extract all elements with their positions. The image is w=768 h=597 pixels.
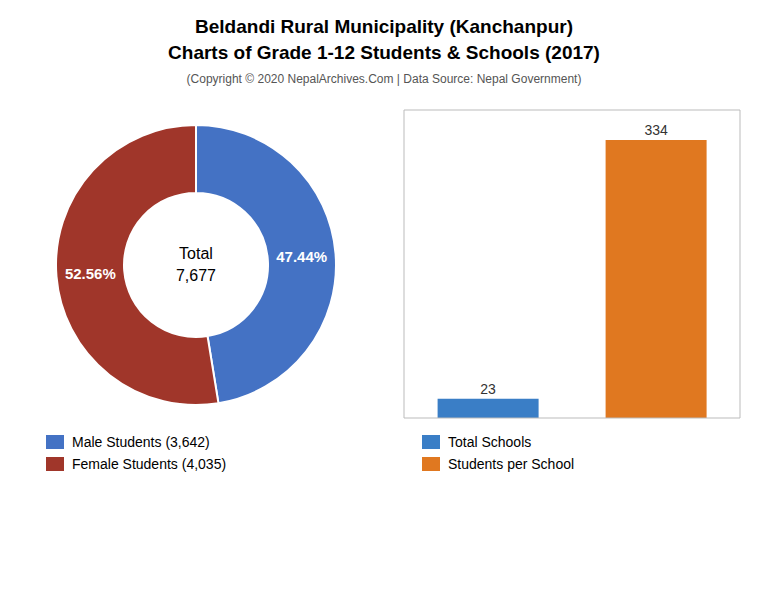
- html-text:7,677: 7,677: [176, 267, 216, 284]
- html-text:Female Students (4,035): Female Students (4,035): [72, 456, 227, 472]
- html-text:Male Students (3,642): Male Students (3,642): [72, 434, 210, 450]
- svg-text:23: 23: [480, 381, 496, 397]
- html-text:Total Schools: Total Schools: [448, 434, 532, 450]
- html-text:Beldandi Rural Municipality (K: Beldandi Rural Municipality (Kanchanpur): [195, 16, 573, 37]
- html-text:Students per School: Students per School: [448, 456, 575, 472]
- html-text:Total: Total: [179, 245, 213, 262]
- html-text:Charts of Grade 1-12 Students: Charts of Grade 1-12 Students & Schools …: [168, 42, 600, 63]
- svg-text:52.56%: 52.56%: [65, 265, 116, 282]
- svg-text:47.44%: 47.44%: [276, 248, 327, 265]
- html-text:(Copyright © 2020 NepalArchive: (Copyright © 2020 NepalArchives.Com | Da…: [186, 72, 582, 86]
- svg-text:334: 334: [644, 122, 668, 138]
